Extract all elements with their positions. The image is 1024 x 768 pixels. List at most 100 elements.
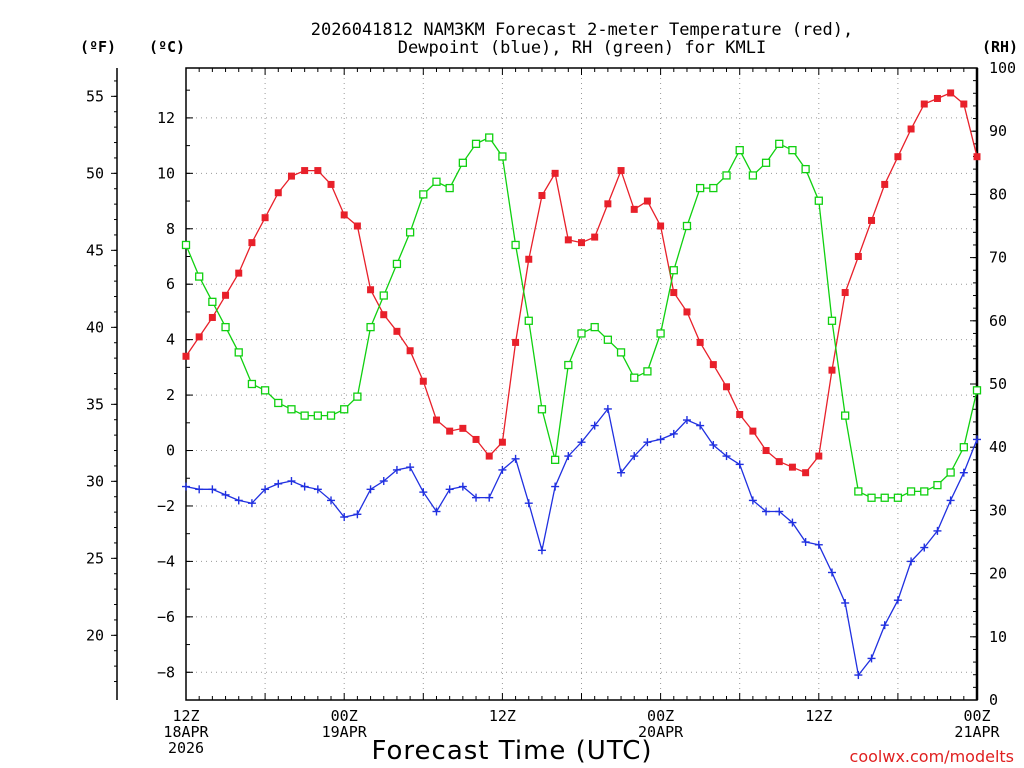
rh-tick-label: 30	[989, 501, 1007, 519]
time-tick-label: 00Z	[647, 707, 674, 725]
temperature-point	[498, 438, 506, 446]
temperature-point	[406, 347, 414, 355]
fahrenheit-axis-ticks: 20 25 30 35 40 45 50 55	[86, 80, 117, 683]
dewpoint-point	[327, 496, 336, 505]
temperature-point	[538, 192, 546, 200]
dewpoint-point	[630, 452, 639, 461]
rh-tick-label: 10	[989, 628, 1007, 646]
dewpoint-point	[775, 507, 784, 516]
dewpoint-point	[893, 596, 902, 605]
temperature-point	[802, 469, 810, 477]
rh-tick-label: 60	[989, 312, 1007, 330]
dewpoint-point	[366, 485, 375, 494]
dewpoint-point	[274, 479, 283, 488]
celsius-tick-label: −2	[157, 497, 175, 515]
dewpoint-point	[603, 404, 612, 413]
grid-lines	[186, 68, 977, 700]
temperature-point	[854, 252, 862, 260]
rh-point	[300, 411, 309, 420]
rh-point	[854, 487, 863, 496]
temperature-point	[920, 100, 928, 108]
dewpoint-point	[313, 485, 322, 494]
celsius-tick-label: 2	[166, 386, 175, 404]
fahrenheit-tick-label: 25	[86, 549, 104, 567]
temperature-point	[604, 200, 612, 208]
rh-point	[195, 272, 204, 281]
rh-point	[260, 386, 270, 395]
dewpoint-point	[537, 546, 546, 555]
rh-point	[471, 139, 481, 148]
rh-point	[933, 480, 942, 490]
rh-point	[340, 405, 349, 414]
dewpoint-point	[722, 452, 731, 461]
dewpoint-point	[669, 429, 678, 438]
dewpoint-point	[247, 499, 256, 508]
temperature-point	[222, 291, 230, 299]
rh-point	[946, 468, 955, 477]
fahrenheit-tick-label: 20	[86, 626, 104, 644]
temperature-point	[287, 172, 295, 180]
temperature-point	[683, 308, 691, 316]
rh-point	[511, 240, 520, 250]
rh-point	[841, 411, 850, 420]
dewpoint-point	[287, 477, 296, 486]
rh-unit-label: (RH)	[982, 38, 1018, 56]
dewpoint-point	[432, 507, 441, 516]
chart-title-line1: 2026041812 NAM3KM Forecast 2-meter Tempe…	[311, 20, 853, 40]
dewpoint-point	[406, 463, 415, 472]
rh-point	[590, 322, 599, 332]
dewpoint-point	[880, 621, 889, 630]
rh-point	[247, 379, 257, 389]
rh-point	[630, 373, 639, 382]
fahrenheit-tick-label: 55	[86, 87, 104, 105]
dewpoint-point	[814, 540, 823, 549]
temperature-point	[960, 100, 968, 108]
temperature-point	[274, 189, 282, 197]
temperature-point	[208, 313, 216, 321]
dewpoint-point	[617, 468, 626, 477]
temperature-point	[841, 289, 849, 297]
dewpoint-point	[524, 499, 533, 508]
rh-point	[880, 493, 889, 502]
dewpoint-point	[195, 485, 204, 494]
rh-point	[735, 146, 744, 155]
celsius-tick-label: 6	[166, 275, 175, 293]
rh-point	[788, 146, 797, 155]
celsius-tick-label: −6	[157, 608, 175, 626]
celsius-tick-label: −8	[157, 663, 175, 681]
temperature-point	[723, 383, 731, 391]
rh-point	[682, 221, 692, 231]
temperature-point	[525, 255, 533, 263]
rh-point	[274, 398, 283, 408]
temperature-point	[327, 180, 335, 188]
dewpoint-point	[353, 510, 362, 519]
dewpoint-point	[696, 421, 705, 430]
time-tick-label: 00Z	[331, 707, 358, 725]
rh-point	[208, 297, 217, 306]
temperature-point	[578, 239, 585, 247]
rh-point	[722, 171, 731, 180]
dewpoint-point	[827, 568, 836, 577]
rh-point	[287, 405, 296, 414]
rh-point	[827, 316, 837, 325]
temperature-point	[762, 447, 770, 455]
time-tick-label: 12Z	[172, 707, 199, 725]
dewpoint-point	[933, 526, 942, 535]
temperature-point	[459, 424, 467, 432]
temperature-point	[617, 167, 625, 175]
rh-point	[603, 335, 613, 344]
temperature-point	[419, 377, 427, 385]
dewpoint-point	[419, 488, 428, 497]
temperature-point	[380, 311, 388, 319]
temperature-point	[868, 216, 876, 224]
time-tick-label: 12Z	[805, 707, 832, 725]
rh-point	[405, 228, 415, 237]
celsius-tick-label: 4	[166, 331, 175, 349]
celsius-tick-label: 12	[157, 109, 175, 127]
dewpoint-point	[920, 543, 929, 552]
dewpoint-point	[590, 421, 599, 430]
dewpoint-point	[946, 496, 955, 505]
time-tick-label: 19APR	[322, 723, 368, 741]
rh-point	[867, 493, 876, 502]
rh-point	[669, 266, 678, 275]
